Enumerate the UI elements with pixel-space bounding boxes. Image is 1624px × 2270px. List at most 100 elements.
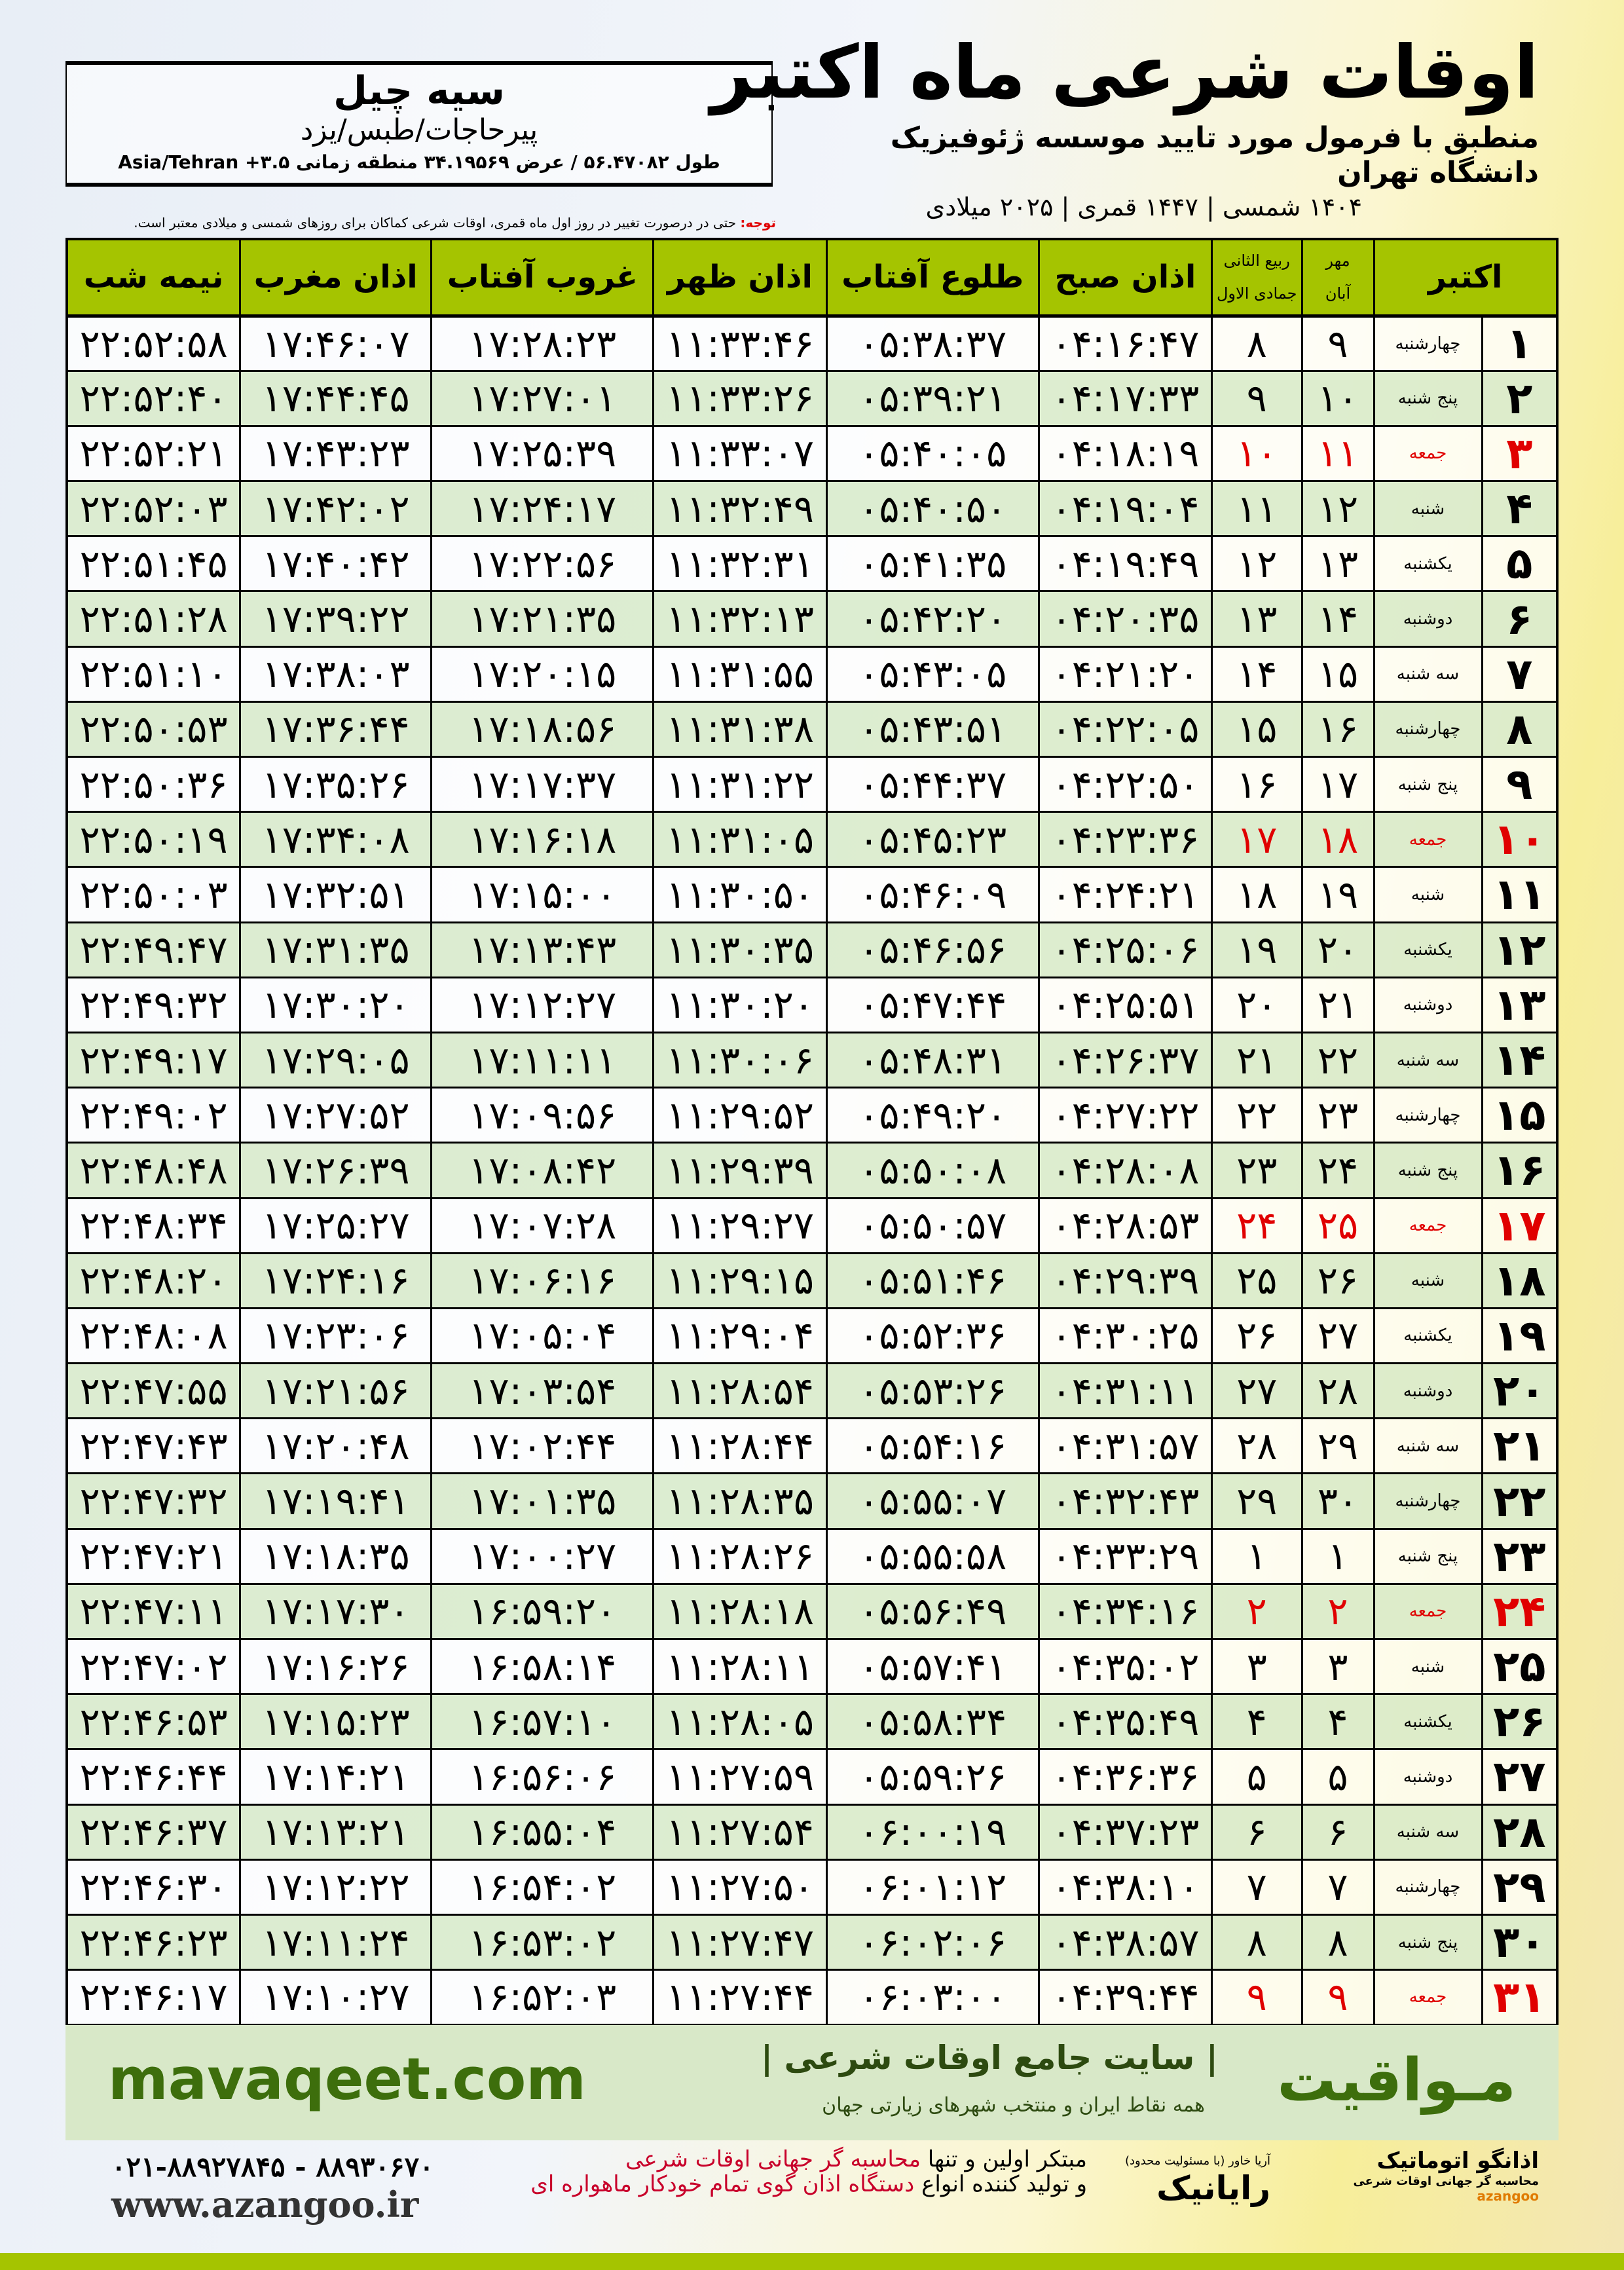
cell-hijri-day: ۱۵ — [1210, 700, 1303, 758]
cell-ghorub: ۱۶:۵۹:۲۰ — [430, 1582, 655, 1641]
cell-sobh: ۰۴:۳۸:۵۷ — [1037, 1913, 1213, 1971]
cell-weekday: پنج شنبه — [1373, 1142, 1483, 1199]
cell-day: ۶ — [1481, 590, 1559, 648]
cell-maghreb: ۱۷:۳۴:۰۸ — [239, 811, 433, 868]
cell-maghreb: ۱۷:۲۷:۵۲ — [239, 1087, 433, 1144]
cell-weekday: شنبه — [1373, 1252, 1483, 1309]
cell-tolu: ۰۵:۵۵:۵۸ — [825, 1527, 1040, 1585]
page-subtitle: منطبق با فرمول مورد تایید موسسه ژئوفیزیک… — [890, 121, 1539, 189]
cell-weekday: شنبه — [1373, 480, 1483, 538]
tagline: | سایت جامع اوقات شرعی | — [760, 2039, 1218, 2077]
cell-shamsi-day: ۴ — [1301, 1693, 1375, 1751]
cell-nime: ۲۲:۴۷:۴۳ — [65, 1417, 242, 1475]
cell-tolu: ۰۵:۵۷:۴۱ — [825, 1637, 1040, 1696]
cell-nime: ۲۲:۴۶:۴۴ — [65, 1748, 242, 1806]
city-route: پیرحاجات/طبس/یزد — [300, 113, 538, 147]
cell-maghreb: ۱۷:۴۰:۴۲ — [239, 535, 433, 593]
cell-day: ۲۷ — [1481, 1748, 1559, 1806]
cell-day: ۱۷ — [1481, 1197, 1559, 1254]
cell-sobh: ۰۴:۲۴:۲۱ — [1037, 866, 1213, 923]
cell-shamsi-day: ۳ — [1301, 1637, 1375, 1696]
cell-zohr: ۱۱:۳۰:۰۶ — [652, 1031, 828, 1089]
cell-tolu: ۰۵:۵۳:۲۶ — [825, 1362, 1040, 1420]
cell-ghorub: ۱۷:۰۵:۰۴ — [430, 1307, 655, 1365]
cell-shamsi-day: ۹ — [1301, 1969, 1375, 2026]
cell-day: ۱۳ — [1481, 976, 1559, 1033]
cell-ghorub: ۱۷:۰۱:۳۵ — [430, 1472, 655, 1530]
header-ghorub: غروب آفتاب — [430, 239, 654, 318]
cell-tolu: ۰۵:۴۲:۲۰ — [825, 590, 1040, 648]
cell-ghorub: ۱۶:۵۵:۰۴ — [430, 1803, 655, 1861]
cell-nime: ۲۲:۴۸:۲۰ — [65, 1252, 242, 1309]
table-row: ۲۴ جمعه ۲ ۲ ۰۴:۳۴:۱۶ ۰۵:۵۶:۴۹ ۱۱:۲۸:۱۸ ۱۶:۵۹:۲۰… — [65, 1582, 1559, 1641]
cell-tolu: ۰۵:۴۱:۳۵ — [825, 535, 1040, 593]
table-row: ۱۹ یکشنبه ۲۷ ۲۶ ۰۴:۳۰:۲۵ ۰۵:۵۲:۳۶ ۱۱:۲۹:۰۴ ۱۷:۰… — [65, 1307, 1559, 1365]
cell-day: ۲۹ — [1481, 1858, 1559, 1916]
cell-hijri-day: ۱۹ — [1210, 921, 1303, 978]
cell-zohr: ۱۱:۲۹:۳۹ — [652, 1142, 828, 1199]
cell-hijri-day: ۱۰ — [1210, 424, 1303, 483]
cell-shamsi-day: ۲۵ — [1301, 1197, 1375, 1254]
cell-ghorub: ۱۷:۲۱:۳۵ — [430, 590, 655, 648]
table-row: ۱۴ سه شنبه ۲۲ ۲۱ ۰۴:۲۶:۳۷ ۰۵:۴۸:۳۱ ۱۱:۳۰:۰۶ ۱۷:… — [65, 1031, 1559, 1089]
site-link[interactable]: mavaqeet.com — [108, 2045, 586, 2113]
cell-zohr: ۱۱:۳۲:۱۳ — [652, 590, 828, 648]
cell-tolu: ۰۶:۰۰:۱۹ — [825, 1803, 1040, 1861]
table-row: ۲ پنج شنبه ۱۰ ۹ ۰۴:۱۷:۳۳ ۰۵:۳۹:۲۱ ۱۱:۳۳:۲۶ ۱۷:۲… — [65, 369, 1559, 427]
cell-sobh: ۰۴:۱۹:۴۹ — [1037, 535, 1213, 593]
cell-ghorub: ۱۷:۲۷:۰۱ — [430, 369, 655, 427]
cell-weekday: جمعه — [1373, 811, 1483, 868]
table-row: ۶ دوشنبه ۱۴ ۱۳ ۰۴:۲۰:۳۵ ۰۵:۴۲:۲۰ ۱۱:۳۲:۱۳ ۱۷:۲۱… — [65, 590, 1559, 648]
cell-sobh: ۰۴:۳۸:۱۰ — [1037, 1858, 1213, 1916]
table-row: ۱۲ یکشنبه ۲۰ ۱۹ ۰۴:۲۵:۰۶ ۰۵:۴۶:۵۶ ۱۱:۳۰:۳۵ ۱۷:۱… — [65, 921, 1559, 978]
table-row: ۳ جمعه ۱۱ ۱۰ ۰۴:۱۸:۱۹ ۰۵:۴۰:۰۵ ۱۱:۳۳:۰۷ ۱۷:۲۵:۳… — [65, 424, 1559, 483]
cell-maghreb: ۱۷:۱۸:۳۵ — [239, 1527, 433, 1585]
cell-hijri-day: ۲۸ — [1210, 1417, 1303, 1475]
cell-zohr: ۱۱:۳۱:۰۵ — [652, 811, 828, 868]
cell-shamsi-day: ۲۳ — [1301, 1087, 1375, 1144]
cell-shamsi-day: ۱۷ — [1301, 755, 1375, 813]
cell-weekday: شنبه — [1373, 1637, 1483, 1696]
cell-nime: ۲۲:۵۰:۳۶ — [65, 755, 242, 813]
cell-weekday: دوشنبه — [1373, 1362, 1483, 1420]
cell-ghorub: ۱۶:۵۴:۰۲ — [430, 1858, 655, 1916]
cell-nime: ۲۲:۴۷:۳۲ — [65, 1472, 242, 1530]
cell-nime: ۲۲:۴۶:۱۷ — [65, 1969, 242, 2026]
cell-nime: ۲۲:۵۱:۲۸ — [65, 590, 242, 648]
cell-weekday: چهارشنبه — [1373, 700, 1483, 758]
cell-tolu: ۰۵:۴۳:۵۱ — [825, 700, 1040, 758]
cell-weekday: دوشنبه — [1373, 976, 1483, 1033]
cell-nime: ۲۲:۴۹:۴۷ — [65, 921, 242, 978]
cell-sobh: ۰۴:۲۳:۳۶ — [1037, 811, 1213, 868]
header-shamsi: مهر آبان — [1301, 239, 1374, 318]
cell-sobh: ۰۴:۲۲:۵۰ — [1037, 755, 1213, 813]
logo1-sub: محاسبه گر جهانی اوقات شرعی — [1353, 2174, 1539, 2188]
cell-day: ۲۸ — [1481, 1803, 1559, 1861]
cell-nime: ۲۲:۴۸:۰۸ — [65, 1307, 242, 1365]
cell-day: ۴ — [1481, 480, 1559, 538]
cell-maghreb: ۱۷:۱۲:۲۲ — [239, 1858, 433, 1916]
cell-hijri-day: ۱۶ — [1210, 755, 1303, 813]
cell-day: ۷ — [1481, 645, 1559, 703]
cell-tolu: ۰۵:۵۱:۴۶ — [825, 1252, 1040, 1309]
cell-ghorub: ۱۷:۰۸:۴۲ — [430, 1142, 655, 1199]
cell-hijri-day: ۲۲ — [1210, 1087, 1303, 1144]
cell-day: ۱۶ — [1481, 1142, 1559, 1199]
cell-hijri-day: ۲۱ — [1210, 1031, 1303, 1089]
cell-day: ۲ — [1481, 369, 1559, 427]
table-row: ۳۰ پنج شنبه ۸ ۸ ۰۴:۳۸:۵۷ ۰۶:۰۲:۰۶ ۱۱:۲۷:۴۷ ۱۶:۵… — [65, 1913, 1559, 1971]
cell-weekday: پنج شنبه — [1373, 1913, 1483, 1971]
cell-zohr: ۱۱:۳۳:۴۶ — [652, 314, 828, 372]
table-row: ۱ چهارشنبه ۹ ۸ ۰۴:۱۶:۴۷ ۰۵:۳۸:۳۷ ۱۱:۳۳:۴۶ ۱۷:۲۸… — [65, 314, 1559, 372]
header-sobh: اذان صبح — [1037, 239, 1212, 318]
table-row: ۱۸ شنبه ۲۶ ۲۵ ۰۴:۲۹:۳۹ ۰۵:۵۱:۴۶ ۱۱:۲۹:۱۵ ۱۷:۰۶:… — [65, 1252, 1559, 1309]
cell-hijri-day: ۱۲ — [1210, 535, 1303, 593]
table-row: ۲۸ سه شنبه ۶ ۶ ۰۴:۳۷:۲۳ ۰۶:۰۰:۱۹ ۱۱:۲۷:۵۴ ۱۶:۵۵… — [65, 1803, 1559, 1861]
cell-shamsi-day: ۲۲ — [1301, 1031, 1375, 1089]
azangoo-link[interactable]: www.azangoo.ir — [111, 2184, 419, 2226]
cell-zohr: ۱۱:۲۸:۴۴ — [652, 1417, 828, 1475]
cell-hijri-day: ۱۴ — [1210, 645, 1303, 703]
cell-tolu: ۰۵:۴۳:۰۵ — [825, 645, 1040, 703]
slogan1-a: مبتکر اولین و تنها — [920, 2146, 1087, 2172]
cell-nime: ۲۲:۵۱:۴۵ — [65, 535, 242, 593]
